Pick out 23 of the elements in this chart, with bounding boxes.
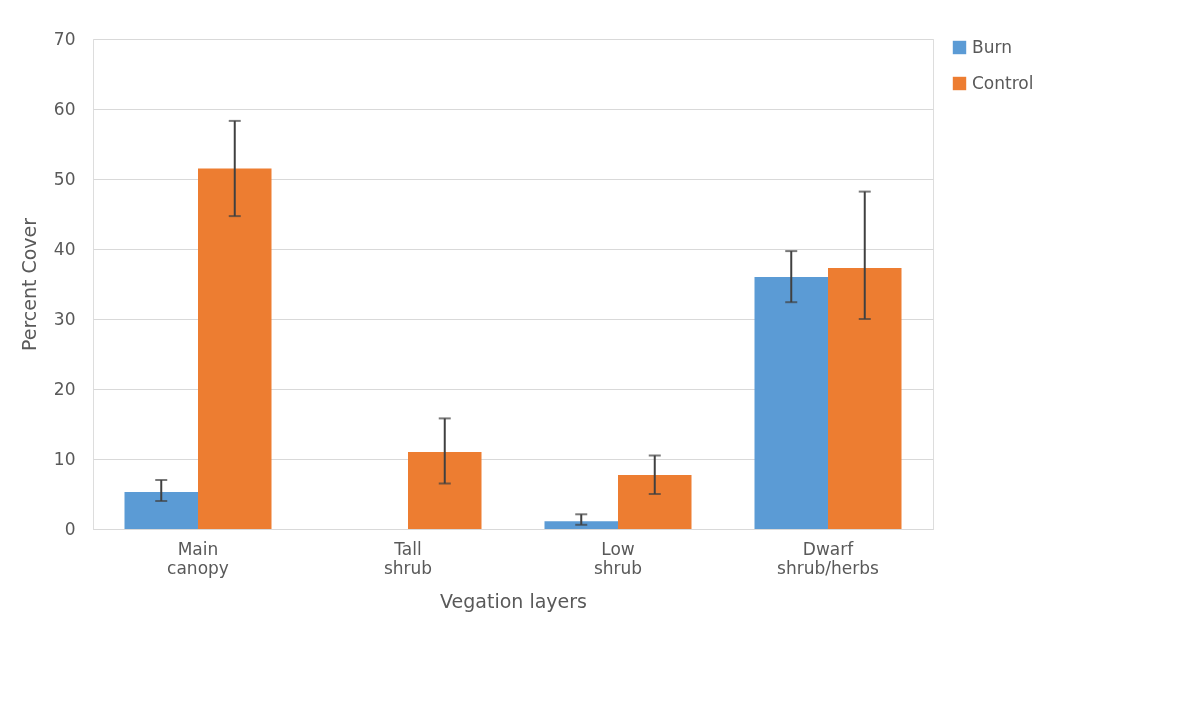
bar (754, 277, 828, 529)
bar (198, 168, 272, 529)
y-tick-label: 10 (53, 448, 76, 469)
y-axis-title: Percent Cover (17, 217, 40, 352)
x-tick-label: Tall shrub (383, 538, 433, 578)
y-tick-label: 40 (53, 238, 76, 259)
bar (408, 452, 482, 529)
bar (828, 267, 902, 529)
bar (124, 491, 198, 529)
x-tick-label: Dwarf shrub/herbs (777, 538, 880, 578)
x-tick-label: Low shrub (593, 538, 643, 578)
y-tick-label: 20 (53, 378, 76, 399)
x-axis-title: Vegation layers (440, 589, 587, 612)
bar (618, 475, 692, 529)
legend-label: Control (972, 72, 1034, 93)
y-tick-label: 50 (53, 168, 76, 189)
x-tick-label: Main canopy (167, 538, 229, 578)
y-tick-label: 0 (64, 518, 76, 539)
legend-label: Burn (972, 36, 1012, 57)
y-tick-label: 30 (53, 308, 76, 329)
y-tick-label: 70 (53, 28, 76, 49)
y-tick-label: 60 (53, 98, 76, 119)
bar (544, 521, 618, 529)
